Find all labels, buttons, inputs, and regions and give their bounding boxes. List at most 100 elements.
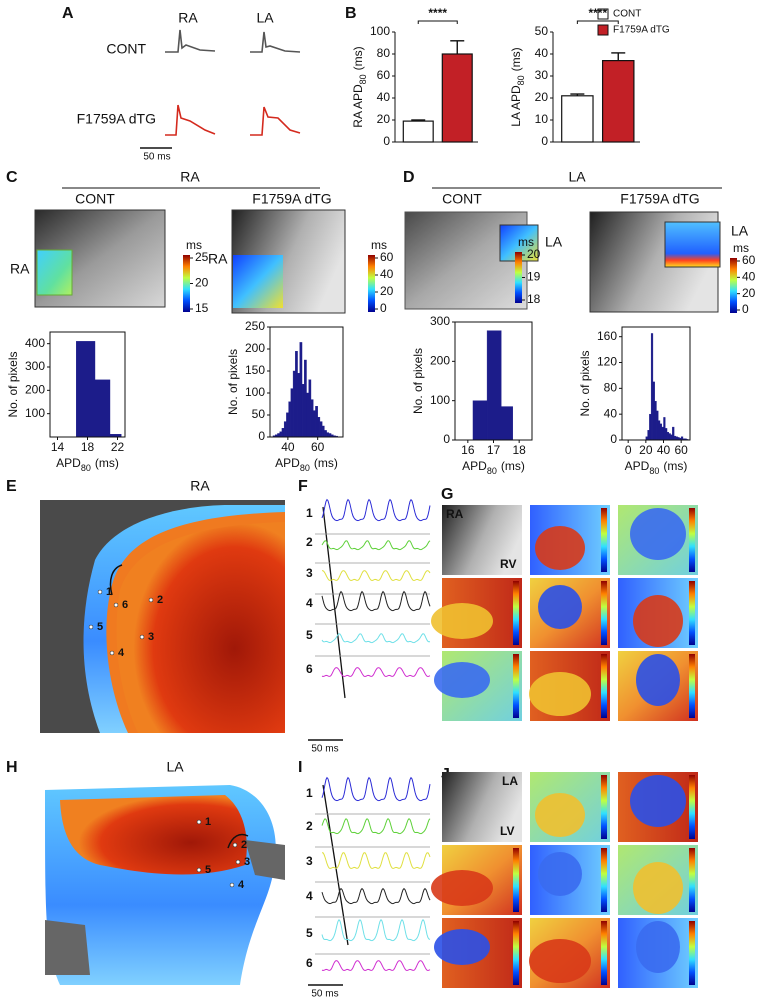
y-tick-label: 100 — [430, 393, 450, 407]
histogram-bar — [663, 417, 666, 441]
trace-label: 4 — [306, 596, 313, 610]
column-label: LA — [256, 10, 274, 26]
tile-colorbar — [689, 848, 695, 912]
site-marker — [229, 882, 235, 888]
label-part: No. of pixels — [226, 349, 240, 415]
colorbar-unit: ms — [518, 235, 534, 249]
histogram-bar — [76, 341, 96, 438]
tile-label: RV — [500, 557, 516, 571]
histogram-bar — [304, 359, 307, 438]
y-tick-label: 200 — [25, 383, 45, 397]
trace — [321, 667, 431, 678]
label-part: APD — [56, 456, 81, 470]
tile-colorbar — [689, 654, 695, 718]
panel-label: H — [6, 759, 18, 776]
x-tick-label: 14 — [51, 440, 65, 454]
map-blob — [538, 852, 582, 896]
histogram-bar — [668, 433, 671, 441]
histogram-bar — [286, 412, 289, 438]
colorbar-unit: ms — [371, 238, 387, 252]
map-blob — [535, 793, 585, 837]
y-tick-label: 80 — [377, 46, 391, 60]
apd-map — [233, 255, 283, 308]
y-tick-label: 400 — [25, 336, 45, 350]
tile-label: LV — [500, 824, 514, 838]
colorbar-tick-label: 18 — [527, 292, 541, 306]
significance-bracket — [576, 20, 619, 24]
bar — [441, 53, 473, 143]
site-number: 3 — [244, 856, 250, 868]
tile-colorbar — [601, 508, 607, 572]
trace-label: 6 — [306, 956, 313, 970]
label-part: (ms) — [501, 459, 525, 473]
label-part: LA APD — [509, 85, 523, 127]
panel-e: RA — [40, 478, 285, 733]
panel-d: LA CONT F1759A dTG LA LA — [404, 169, 749, 313]
colorbar-tick-label: 60 — [380, 250, 394, 264]
x-axis-title: APD80 (ms) — [56, 456, 119, 473]
x-tick-label: 20 — [639, 443, 653, 457]
histogram-bar — [279, 431, 283, 438]
y-tick-label: 300 — [430, 314, 450, 328]
tile-colorbar — [689, 921, 695, 985]
tile-colorbar — [689, 508, 695, 572]
label-part: (ms) — [95, 456, 119, 470]
colorbar-tick-label: 40 — [742, 270, 756, 284]
site-number: 3 — [148, 631, 154, 643]
tile-label: LA — [502, 774, 518, 788]
y-tick-label: 200 — [430, 354, 450, 368]
y-axis-title: No. of pixels — [6, 351, 20, 417]
map-blob — [630, 775, 686, 827]
site-marker — [148, 597, 154, 603]
tile-colorbar — [601, 581, 607, 645]
y-axis-title: RA APD80 (ms) — [351, 46, 368, 127]
row-label: CONT — [106, 41, 146, 57]
y-tick-label: 50 — [535, 24, 549, 38]
trace-label: 3 — [306, 566, 313, 580]
site-number: 2 — [241, 839, 247, 851]
histogram-bar — [656, 410, 659, 441]
trace-label: 2 — [306, 535, 313, 549]
trace — [321, 590, 431, 612]
y-tick-label: 100 — [245, 385, 265, 399]
y-tick-label: 20 — [535, 90, 549, 104]
label-part: APD — [462, 459, 487, 473]
site-marker — [235, 859, 241, 865]
histogram-bar — [94, 379, 111, 438]
label-part: No. of pixels — [578, 350, 592, 416]
label-part: APD — [275, 456, 300, 470]
map-blob — [636, 921, 680, 973]
y-tick-label: 100 — [370, 24, 390, 38]
y-tick-label: 40 — [535, 46, 549, 60]
y-tick-label: 20 — [377, 112, 391, 126]
y-axis-title: No. of pixels — [411, 348, 425, 414]
scale-bar-label: 50 ms — [143, 152, 170, 163]
histogram-bar — [281, 428, 285, 438]
site-marker — [139, 634, 145, 640]
trace — [250, 106, 301, 136]
label-part: (ms) — [314, 456, 338, 470]
trace-label: 1 — [306, 786, 313, 800]
panel-label: G — [441, 486, 453, 503]
tile-colorbar — [601, 921, 607, 985]
histogram-bar — [328, 433, 332, 438]
site-number: 1 — [205, 816, 211, 828]
trace-label: 2 — [306, 819, 313, 833]
site-marker — [113, 602, 119, 608]
panel-label: B — [345, 5, 357, 22]
histogram-bar — [326, 432, 330, 438]
colorbar-unit: ms — [733, 241, 749, 255]
y-tick-label: 0 — [610, 432, 617, 446]
tile-colorbar — [513, 848, 519, 912]
panel-label: C — [6, 169, 18, 186]
y-axis-title: No. of pixels — [578, 350, 592, 416]
trace-label: 5 — [306, 628, 313, 642]
activation-region — [60, 795, 247, 875]
activation-region — [116, 522, 285, 733]
map-blob — [434, 929, 490, 965]
trace-label: 3 — [306, 854, 313, 868]
site-number: 5 — [205, 864, 211, 876]
arrow — [227, 833, 249, 849]
colorbar-tick-label: 60 — [742, 253, 756, 267]
map-blob — [636, 654, 680, 706]
